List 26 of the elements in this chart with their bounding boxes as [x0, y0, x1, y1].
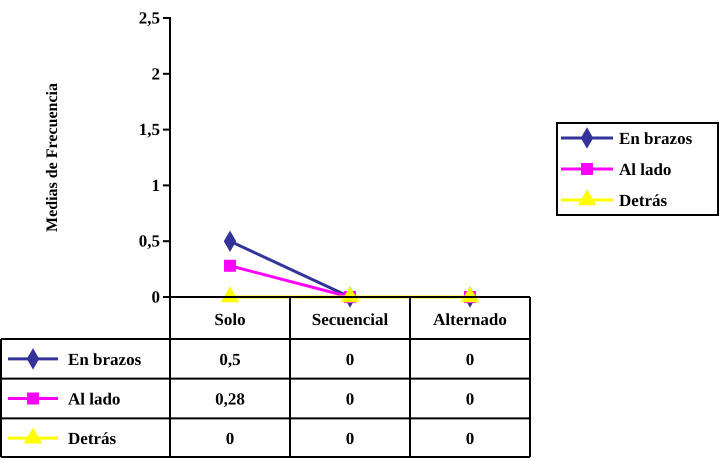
data-label: 0 — [346, 350, 354, 369]
data-label: 0,5 — [219, 350, 241, 369]
y-tick-label: 1,5 — [138, 120, 160, 140]
point — [224, 260, 236, 272]
legend-label: Detrás — [619, 191, 668, 210]
y-tick-label: 0 — [152, 287, 160, 306]
x-tick-label: Secuencial — [312, 310, 389, 329]
text: Detrás — [68, 429, 116, 448]
data-label: 0 — [466, 350, 474, 369]
y-tick-label: 2 — [152, 64, 160, 84]
y-tick-label: 1 — [152, 176, 160, 195]
data-label: 0,28 — [215, 390, 245, 408]
text: En brazos — [619, 129, 692, 148]
data-label: 0 — [226, 429, 234, 448]
data-label: 0 — [466, 429, 474, 448]
legend-label: En brazos — [68, 350, 142, 369]
y-tick-label: 0,5 — [138, 232, 160, 251]
legend-label: Al lado — [68, 390, 120, 408]
data-label: 0 — [346, 390, 354, 408]
x-tick-label: Solo — [214, 310, 246, 329]
x-tick-label: Alternado — [433, 310, 507, 329]
y-tick-label: 2,5 — [138, 8, 160, 28]
y-axis-title: Medias de Frecuencia — [44, 82, 61, 232]
text: Al lado — [619, 160, 672, 179]
data-label: 0 — [346, 429, 354, 448]
data-label: 0 — [466, 390, 474, 408]
